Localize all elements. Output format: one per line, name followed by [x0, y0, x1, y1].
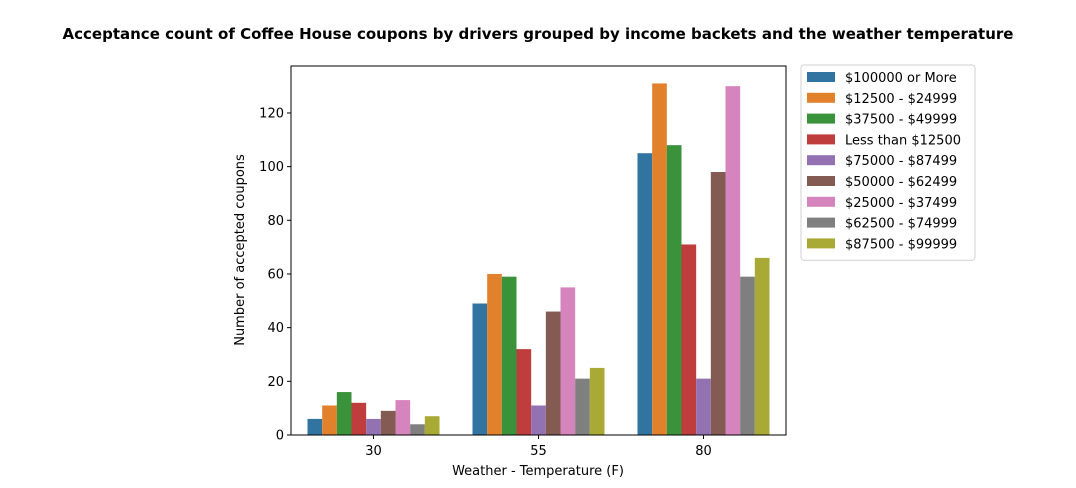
legend-swatch [807, 176, 835, 186]
chart-title: Acceptance count of Coffee House coupons… [63, 25, 1014, 43]
legend-swatch [807, 72, 835, 82]
legend-swatch [807, 238, 835, 249]
y-tick-label: 0 [276, 429, 284, 444]
bar [501, 276, 517, 435]
bar [589, 367, 605, 435]
y-tick-label: 120 [259, 106, 284, 121]
y-tick-label: 40 [267, 321, 284, 336]
y-tick-label: 80 [267, 214, 284, 229]
legend-label: Less than $12500 [845, 133, 961, 148]
legend-swatch [807, 134, 835, 145]
legend-swatch [807, 217, 835, 228]
bar [531, 405, 546, 435]
y-tick-label: 60 [267, 267, 284, 282]
bar [516, 349, 532, 435]
bar [487, 273, 502, 435]
legend-label: $50000 - $62499 [845, 175, 957, 190]
legend-swatch [807, 196, 835, 207]
bar [351, 402, 367, 435]
x-tick-label: 55 [530, 444, 547, 459]
bar [545, 311, 561, 435]
bar [754, 257, 770, 435]
y-tick-label: 20 [267, 375, 284, 390]
bar [560, 287, 576, 435]
bar [410, 424, 425, 435]
bar [575, 378, 590, 435]
bar [740, 276, 755, 435]
y-tick-label: 100 [259, 160, 284, 175]
bar [710, 172, 726, 435]
legend-label: $12500 - $24999 [845, 92, 957, 107]
bar [336, 392, 352, 435]
bar [395, 400, 411, 435]
legend-label: $25000 - $37499 [845, 196, 957, 211]
bar [472, 303, 488, 435]
bar [322, 405, 337, 435]
legend-swatch [807, 92, 835, 103]
legend-swatch [807, 155, 835, 166]
legend-swatch [807, 113, 835, 124]
x-axis-label: Weather - Temperature (F) [452, 464, 624, 479]
bar [725, 86, 741, 435]
legend-label: $37500 - $49999 [845, 113, 957, 128]
legend-label: $87500 - $99999 [845, 237, 957, 252]
bar [696, 378, 711, 435]
legend-label: $62500 - $74999 [845, 217, 957, 232]
y-axis-label: Number of accepted coupons [233, 154, 248, 346]
bar [681, 244, 697, 435]
legend-label: $75000 - $87499 [845, 154, 957, 169]
bar [666, 145, 682, 436]
legend: $100000 or More $12500 - $24999 $37500 - $… [800, 64, 976, 261]
bar [652, 83, 667, 435]
legend-label: $100000 or More [845, 71, 957, 86]
legend-frame [800, 64, 976, 261]
bar [307, 418, 323, 435]
bar [637, 153, 653, 435]
bar [380, 410, 396, 435]
plot-area: 0 20 40 60 80 100 120 30 55 80 [259, 65, 787, 459]
bar [424, 416, 440, 435]
x-tick-label: 80 [695, 444, 712, 459]
x-tick-label: 30 [365, 444, 382, 459]
bar [366, 418, 381, 435]
